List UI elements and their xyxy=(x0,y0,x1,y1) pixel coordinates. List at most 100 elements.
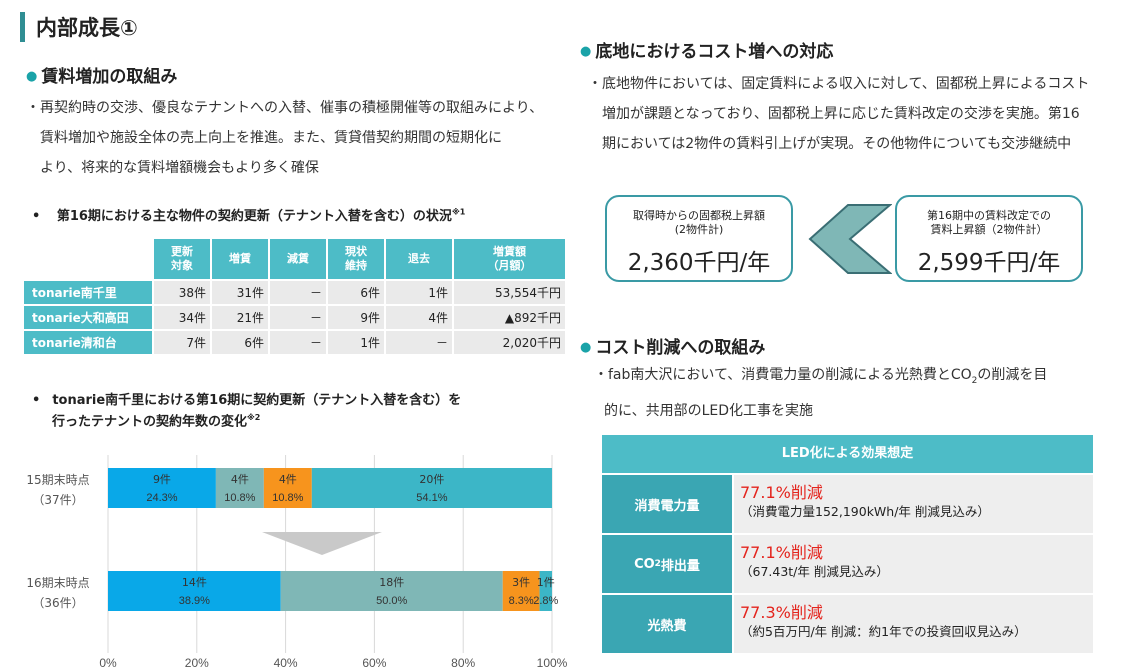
category-total-label: （36件） xyxy=(32,596,83,610)
bullet-icon: • xyxy=(32,393,41,408)
bar-segment xyxy=(108,468,216,508)
bar-count-label: 4件 xyxy=(231,473,249,486)
contract-years-bar-chart: 9件 24.3% 4件 10.8% 4件 10.8% 20件 54.1% 14件 38.9% 18件… xyxy=(26,455,568,670)
section-heading-text: 底地におけるコスト増への対応 xyxy=(595,42,834,62)
box-value: 2,599千円/年 xyxy=(917,250,1061,276)
chart-category-labels: 15期末時点 （37件） 16期末時点 （36件） xyxy=(26,473,89,610)
led-row-utility: 光熱費 77.3%削減 （約5百万円/年 削減：約1年での投資回収見込み） xyxy=(602,595,1093,653)
x-tick-label: 80% xyxy=(451,656,475,670)
led-sub-value: （消費電力量152,190kWh/年 削減見込み） xyxy=(740,504,990,519)
box-caption: 取得時からの固都税上昇額 (2物件計) xyxy=(633,209,765,236)
led-table-title: LED化による効果想定 xyxy=(602,435,1093,473)
property-name: tonarie清和台 xyxy=(24,331,152,354)
section-heading-text: コスト削減への取組み xyxy=(595,338,766,358)
cost-reduction-description: ・fab南大沢において、消費電力量の削減による光熱費とCO2の削減を目 的に、共… xyxy=(594,360,1114,426)
table-row: tonarie大和高田 34件 21件 － 9件 4件 ▲892千円 xyxy=(24,306,565,329)
column-header: 更新 対象 xyxy=(154,239,210,279)
chart-heading: • tonarie南千里における第16期に契約更新（テナント入替を含む）を 行った… xyxy=(32,392,461,430)
led-sub-value: （67.43t/年 削減見込み） xyxy=(740,564,889,579)
bullet-dot-icon: ● xyxy=(580,340,592,355)
bar-segment xyxy=(108,571,281,611)
bar-segment xyxy=(280,571,503,611)
section-heading-cost-reduction: ● コスト削減への取組み xyxy=(580,333,765,358)
property-name: tonarie大和高田 xyxy=(24,306,152,329)
column-header: 現状 維持 xyxy=(328,239,384,279)
tax-increase-box: 取得時からの固都税上昇額 (2物件計) 2,360千円/年 xyxy=(605,195,793,282)
table-cell: － xyxy=(386,331,452,354)
table-row: tonarie南千里 38件 31件 － 6件 1件 53,554千円 xyxy=(24,281,565,304)
x-tick-label: 40% xyxy=(274,656,298,670)
table-cell: 21件 xyxy=(212,306,268,329)
footnote-mark: ※2 xyxy=(247,413,261,422)
led-main-value: 77.1%削減 xyxy=(740,543,823,562)
chart-tick-labels: 0% 20% 40% 60% 80% 100% xyxy=(99,656,567,670)
rent-increase-description: ・再契約時の交渉、優良なテナントへの入替、催事の積極開催等の取組みにより、 賃料… xyxy=(26,93,576,183)
bar-percent-label: 24.3% xyxy=(146,492,177,504)
bar-segment xyxy=(263,468,312,508)
section-heading-rent-increase: ● 賃料増加の取組み xyxy=(26,62,177,87)
down-arrow-icon xyxy=(262,532,382,555)
column-header: 増賃額 （月額） xyxy=(454,239,565,279)
category-total-label: （37件） xyxy=(32,493,83,507)
table-header-corner xyxy=(24,239,152,279)
bar-percent-label: 10.8% xyxy=(272,492,303,504)
table-cell: 9件 xyxy=(328,306,384,329)
bar-percent-label: 8.3% xyxy=(509,595,534,607)
bar-count-label: 9件 xyxy=(153,473,171,486)
bar-segment xyxy=(502,571,540,611)
bar-percent-label: 38.9% xyxy=(179,595,210,607)
led-row-label: 消費電力量 xyxy=(602,475,732,533)
text-line: ・再契約時の交渉、優良なテナントへの入替、催事の積極開催等の取組みにより、 xyxy=(26,100,544,116)
text-line: 増加が課題となっており、固都税上昇に応じた賃料改定の交渉を実施。第16 xyxy=(602,106,1080,122)
bar-segment xyxy=(539,571,552,611)
bar-count-label: 14件 xyxy=(182,576,207,589)
led-main-value: 77.3%削減 xyxy=(740,603,823,622)
led-row-label: 光熱費 xyxy=(602,595,732,653)
bullet-icon: • xyxy=(32,209,41,224)
property-name: tonarie南千里 xyxy=(24,281,152,304)
led-row-power: 消費電力量 77.1%削減 （消費電力量152,190kWh/年 削減見込み） xyxy=(602,475,1093,533)
table-heading-text: 第16期における主な物件の契約更新（テナント入替を含む）の状況 xyxy=(56,209,452,224)
column-header: 退去 xyxy=(386,239,452,279)
category-label: 16期末時点 xyxy=(26,576,89,590)
led-effect-table: LED化による効果想定 消費電力量 77.1%削減 （消費電力量152,190k… xyxy=(602,435,1093,653)
bar-percent-label: 54.1% xyxy=(416,492,447,504)
x-tick-label: 0% xyxy=(99,656,117,670)
table-cell: 1件 xyxy=(328,331,384,354)
bar-segment xyxy=(215,468,264,508)
table-cell: 38件 xyxy=(154,281,210,304)
led-row-value: 77.1%削減 （消費電力量152,190kWh/年 削減見込み） xyxy=(734,475,1093,533)
led-row-label: CO 2 排出量 xyxy=(602,535,732,593)
title-accent-bar xyxy=(20,12,25,42)
column-header: 減賃 xyxy=(270,239,326,279)
x-tick-label: 20% xyxy=(185,656,209,670)
text-line: 的に、共用部のLED化工事を実施 xyxy=(604,402,814,419)
bar-percent-label: 2.8% xyxy=(533,595,558,607)
table-cell: 34件 xyxy=(154,306,210,329)
text-line: ・fab南大沢において、消費電力量の削減による光熱費とCO2の削減を目 xyxy=(594,367,1048,386)
table-row: tonarie清和台 7件 6件 － 1件 － 2,020千円 xyxy=(24,331,565,354)
x-tick-label: 100% xyxy=(537,656,568,670)
box-caption: 第16期中の賃料改定での 賃料上昇額（2物件計） xyxy=(927,209,1051,236)
section-heading-text: 賃料増加の取組み xyxy=(41,67,178,87)
bar-count-label: 20件 xyxy=(419,473,444,486)
rent-increase-box: 第16期中の賃料改定での 賃料上昇額（2物件計） 2,599千円/年 xyxy=(895,195,1083,282)
led-row-co2: CO 2 排出量 77.1%削減 （67.43t/年 削減見込み） xyxy=(602,535,1093,593)
bar-percent-label: 50.0% xyxy=(376,595,407,607)
table-cell: － xyxy=(270,306,326,329)
bullet-dot-icon: ● xyxy=(26,69,38,84)
chevron-left-icon xyxy=(808,204,892,274)
table-cell: 6件 xyxy=(328,281,384,304)
led-row-value: 77.3%削減 （約5百万円/年 削減：約1年での投資回収見込み） xyxy=(734,595,1093,653)
led-main-value: 77.1%削減 xyxy=(740,483,823,502)
chart-bars: 9件 24.3% 4件 10.8% 4件 10.8% 20件 54.1% 14件 38.9% 18件… xyxy=(108,468,559,611)
table-cell: 7件 xyxy=(154,331,210,354)
category-label: 15期末時点 xyxy=(26,473,89,487)
table-cell: － xyxy=(270,281,326,304)
bar-count-label: 18件 xyxy=(379,576,404,589)
table-cell: 6件 xyxy=(212,331,268,354)
chart-heading-line: 行ったテナントの契約年数の変化 xyxy=(52,414,248,430)
table-cell: 31件 xyxy=(212,281,268,304)
text-line: 期においては2物件の賃料引上げが実現。その他物件についても交渉継続中 xyxy=(602,136,1072,152)
bar-segment xyxy=(311,468,552,508)
